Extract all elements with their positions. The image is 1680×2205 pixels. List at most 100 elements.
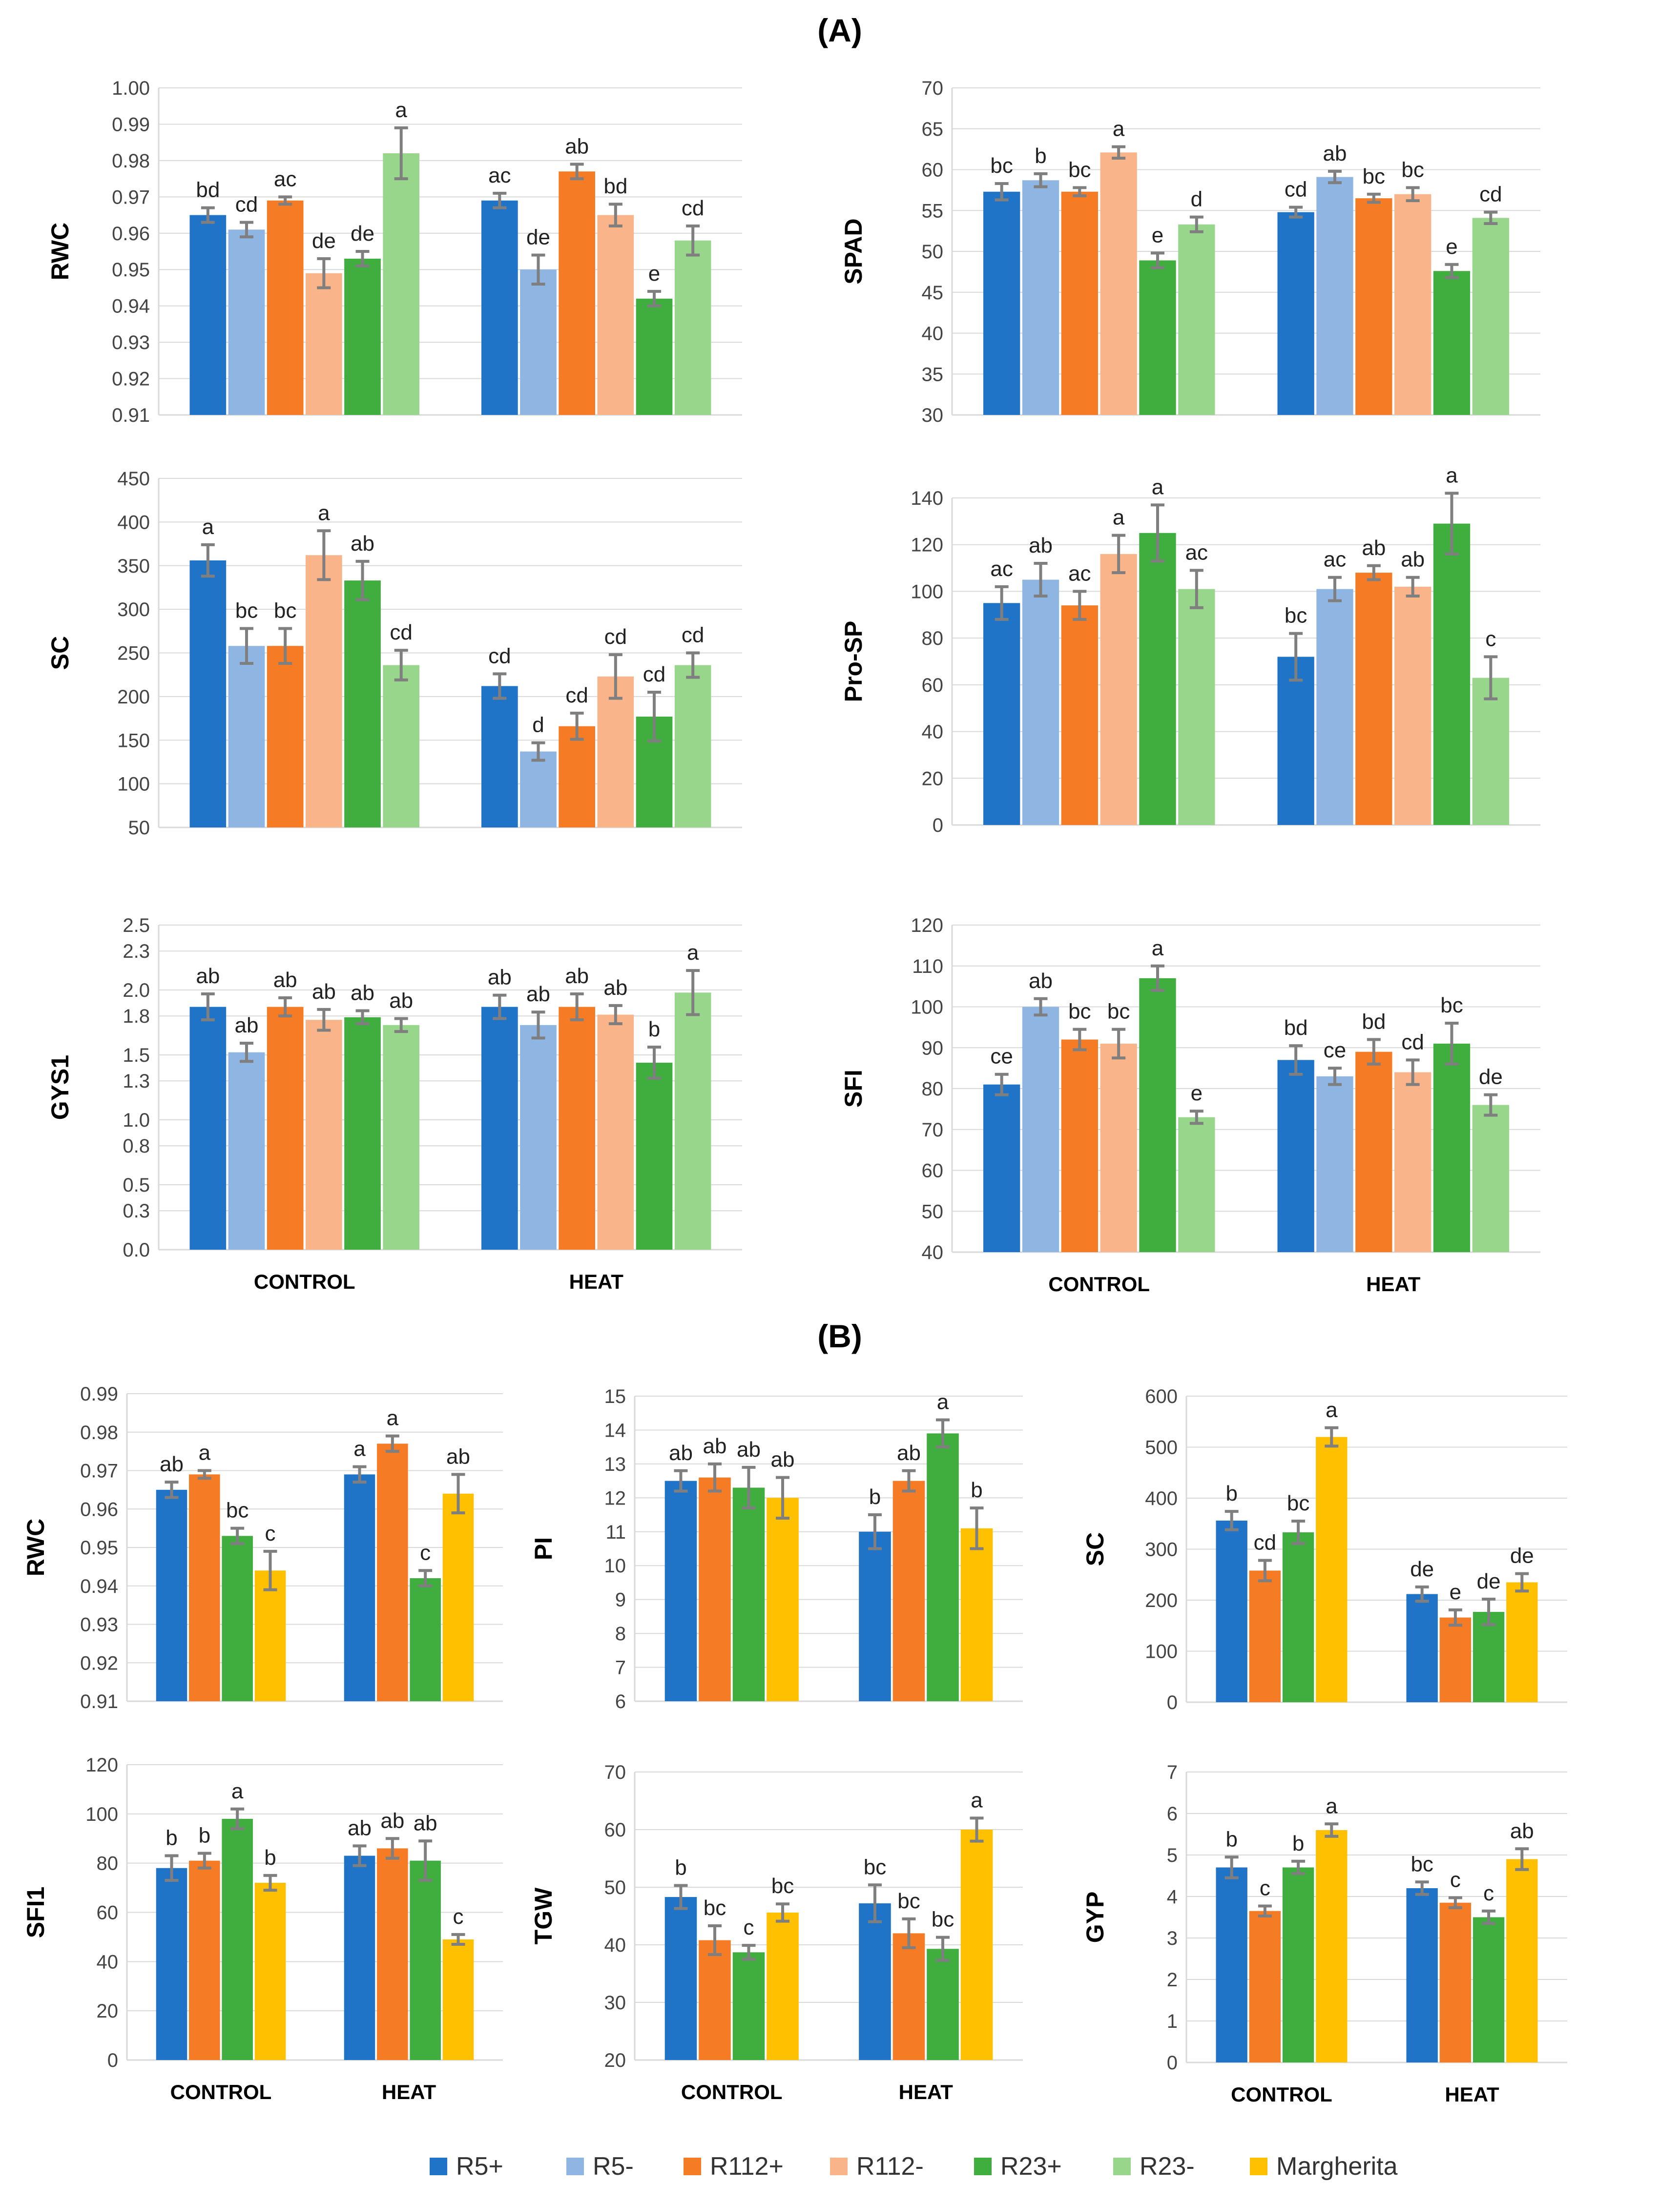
y-tick-label: 120 bbox=[911, 915, 943, 936]
y-tick-label: 15 bbox=[604, 1386, 626, 1407]
legend-item-r23plus: R23+ bbox=[974, 2152, 1062, 2181]
y-tick-label: 0.8 bbox=[123, 1135, 150, 1157]
y-tick-label: 100 bbox=[911, 581, 943, 602]
y-tick-label: 0.96 bbox=[112, 223, 150, 245]
bar-r23plus-control bbox=[732, 1487, 765, 1701]
significance-letter: bc bbox=[1068, 1000, 1091, 1024]
y-tick-label: 2 bbox=[1167, 1969, 1178, 1991]
y-tick-label: 0.97 bbox=[80, 1461, 118, 1482]
bar-r23minus-control bbox=[1178, 589, 1215, 825]
y-tick-label: 100 bbox=[117, 774, 150, 795]
significance-letter: ab bbox=[1029, 969, 1053, 993]
y-tick-label: 0.0 bbox=[123, 1239, 150, 1261]
y-tick-label: 120 bbox=[85, 1754, 118, 1776]
bar-r23plus-control bbox=[1139, 260, 1176, 415]
significance-letter: bc bbox=[1068, 158, 1091, 182]
y-tick-label: 60 bbox=[97, 1902, 119, 1924]
bar-r5plus-heat bbox=[1406, 1888, 1438, 2062]
bar-r5minus-control bbox=[228, 229, 265, 415]
y-tick-label: 12 bbox=[604, 1487, 626, 1509]
significance-letter: ab bbox=[273, 968, 297, 992]
significance-letter: b bbox=[1225, 1482, 1237, 1505]
significance-letter: bd bbox=[1362, 1010, 1386, 1034]
y-tick-label: 70 bbox=[922, 78, 944, 99]
significance-letter: bc bbox=[1410, 1852, 1433, 1876]
y-tick-label: 4 bbox=[1167, 1886, 1178, 1908]
y-tick-label: 5 bbox=[1167, 1845, 1178, 1866]
significance-letter: de bbox=[1479, 1065, 1503, 1089]
significance-letter: bc bbox=[932, 1908, 954, 1932]
bar-r112plus-control bbox=[1061, 605, 1098, 825]
y-tick-label: 400 bbox=[117, 512, 150, 533]
bar-r112plus-heat bbox=[892, 1481, 925, 1701]
y-tick-label: 60 bbox=[922, 160, 944, 181]
y-tick-label: 2.5 bbox=[123, 915, 150, 936]
y-tick-label: 50 bbox=[604, 1877, 626, 1898]
significance-letter: cd bbox=[565, 683, 588, 707]
bar-r23plus-control bbox=[222, 1818, 253, 2060]
chart-bminusrwc: 0.91 0.92 0.93 0.94 0.95 0.96 0.97 0.98 0.99 RWC a… bbox=[22, 1383, 503, 1712]
y-axis-label: SPAD bbox=[840, 218, 867, 284]
significance-letter: ab bbox=[446, 1444, 470, 1468]
significance-letter: bc bbox=[1107, 1000, 1130, 1024]
y-tick-label: 55 bbox=[922, 200, 944, 222]
bar-r112minus-heat bbox=[1394, 1072, 1431, 1252]
significance-letter: bc bbox=[1401, 158, 1424, 182]
x-category-label-control: CONTROL bbox=[1048, 1273, 1150, 1296]
bar-r23minus-heat bbox=[1472, 1105, 1509, 1252]
bar-r112plus-heat bbox=[1439, 1902, 1472, 2062]
significance-letter: c bbox=[1483, 1881, 1494, 1905]
significance-letter: cd bbox=[682, 196, 704, 220]
y-tick-label: 2.0 bbox=[123, 980, 150, 1001]
bar-r112plus-heat bbox=[892, 1933, 925, 2060]
y-tick-label: 140 bbox=[911, 488, 943, 509]
bar-margherita-control bbox=[254, 1883, 286, 2060]
bar-r5plus-heat bbox=[481, 1007, 518, 1250]
significance-letter: ab bbox=[235, 1013, 259, 1037]
y-tick-label: 0.95 bbox=[80, 1537, 118, 1559]
panel-title-a: (A) bbox=[817, 12, 862, 48]
y-tick-label: 7 bbox=[615, 1657, 626, 1679]
y-tick-label: 6 bbox=[615, 1691, 626, 1712]
y-axis-label: GYS1 bbox=[46, 1055, 74, 1120]
significance-letter: a bbox=[1326, 1794, 1338, 1818]
bar-r5plus-control bbox=[156, 1489, 187, 1701]
bar-r5plus-control bbox=[1216, 1867, 1247, 2062]
significance-letter: b bbox=[869, 1485, 881, 1509]
significance-letter: c bbox=[1450, 1868, 1461, 1892]
bar-margherita-heat bbox=[1506, 1859, 1538, 2062]
bar-r23plus-control bbox=[222, 1536, 253, 1701]
significance-letter: ab bbox=[771, 1448, 795, 1472]
legend-item-r5minus: R5- bbox=[566, 2152, 634, 2181]
y-tick-label: 0.91 bbox=[80, 1691, 118, 1712]
bar-r23minus-heat bbox=[1472, 678, 1509, 825]
significance-letter: bc bbox=[1440, 993, 1463, 1017]
legend-label: Margherita bbox=[1276, 2152, 1398, 2181]
y-axis-label: RWC bbox=[22, 1519, 49, 1577]
chart-aminusrwc: 0.91 0.92 0.93 0.94 0.95 0.96 0.97 0.98 0.99 1.00… bbox=[46, 78, 742, 426]
significance-letter: bc bbox=[771, 1874, 794, 1898]
y-tick-label: 80 bbox=[922, 1078, 944, 1100]
significance-letter: de bbox=[1477, 1569, 1501, 1593]
y-tick-label: 0.95 bbox=[112, 259, 150, 281]
y-tick-label: 35 bbox=[922, 364, 944, 385]
significance-letter: e bbox=[1152, 223, 1163, 247]
bar-r23plus-control bbox=[1282, 1867, 1314, 2062]
bar-r112plus-heat bbox=[559, 171, 596, 415]
y-tick-label: 50 bbox=[922, 241, 944, 263]
y-tick-label: 1.0 bbox=[123, 1110, 150, 1131]
significance-letter: ab bbox=[414, 1811, 437, 1835]
bar-r112plus-control bbox=[267, 1007, 304, 1250]
y-tick-label: 0 bbox=[933, 815, 943, 836]
y-tick-label: 1.00 bbox=[112, 78, 150, 99]
bar-r5minus-control bbox=[228, 1052, 265, 1250]
bar-r5plus-heat bbox=[859, 1531, 891, 1701]
bar-r5plus-heat bbox=[481, 200, 518, 415]
y-tick-label: 100 bbox=[1145, 1641, 1178, 1663]
significance-letter: a bbox=[1446, 463, 1458, 487]
y-tick-label: 30 bbox=[604, 1992, 626, 2014]
bar-r5plus-control bbox=[189, 560, 227, 827]
chart-aminusgys1: 0.00.30.50.81.01.31.51.82.02.32.5GYS1aba… bbox=[46, 915, 742, 1293]
